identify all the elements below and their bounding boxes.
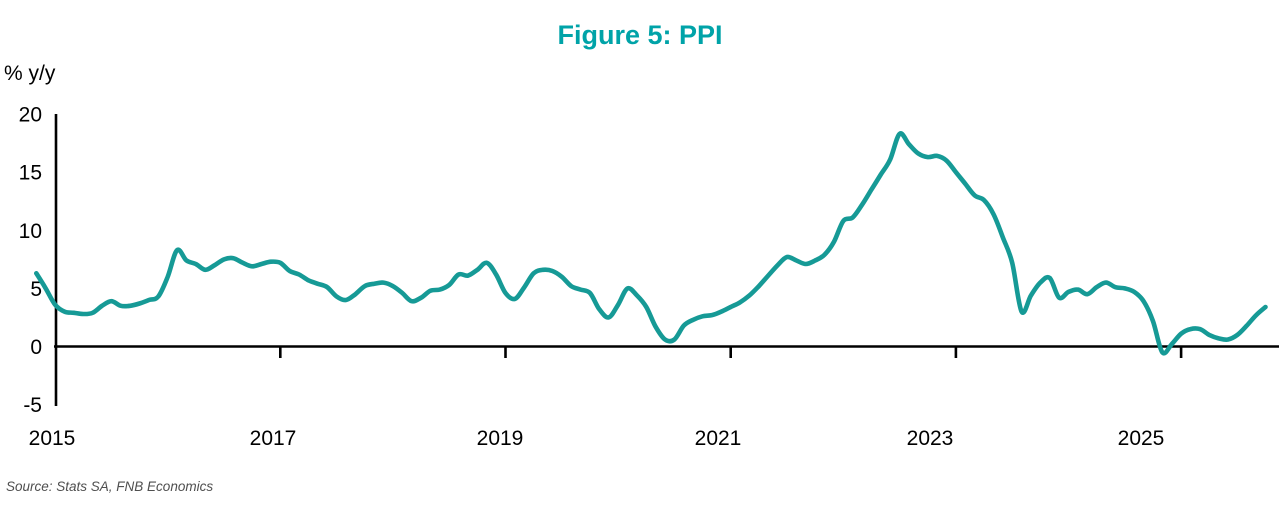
x-tick-labels: 2015 2017 2019 2021 2023 2025 [29, 427, 1165, 450]
x-tick-label-2017: 2017 [250, 427, 297, 450]
source-note: Source: Stats SA, FNB Economics [6, 479, 213, 494]
y-tick-label-0: 0 [30, 336, 42, 359]
x-tick-label-2023: 2023 [907, 427, 954, 450]
y-tick-label-10: 10 [19, 220, 42, 243]
y-tick-label-5: 5 [30, 278, 42, 301]
x-tick-marks [278, 346, 1183, 358]
x-tick-label-2019: 2019 [477, 427, 524, 450]
chart-title: Figure 5: PPI [557, 20, 722, 50]
y-tick-label-20: 20 [19, 104, 42, 127]
y-tick-labels: 20 15 10 5 0 -5 [19, 104, 42, 418]
x-tick-label-2021: 2021 [695, 427, 742, 450]
y-axis-unit-label: % y/y [4, 62, 56, 85]
ppi-line [34, 131, 1268, 356]
x-tick-label-2015: 2015 [29, 427, 76, 450]
x-tick-label-2025: 2025 [1118, 427, 1165, 450]
y-tick-label--5: -5 [23, 394, 42, 417]
y-tick-label-15: 15 [19, 162, 42, 185]
